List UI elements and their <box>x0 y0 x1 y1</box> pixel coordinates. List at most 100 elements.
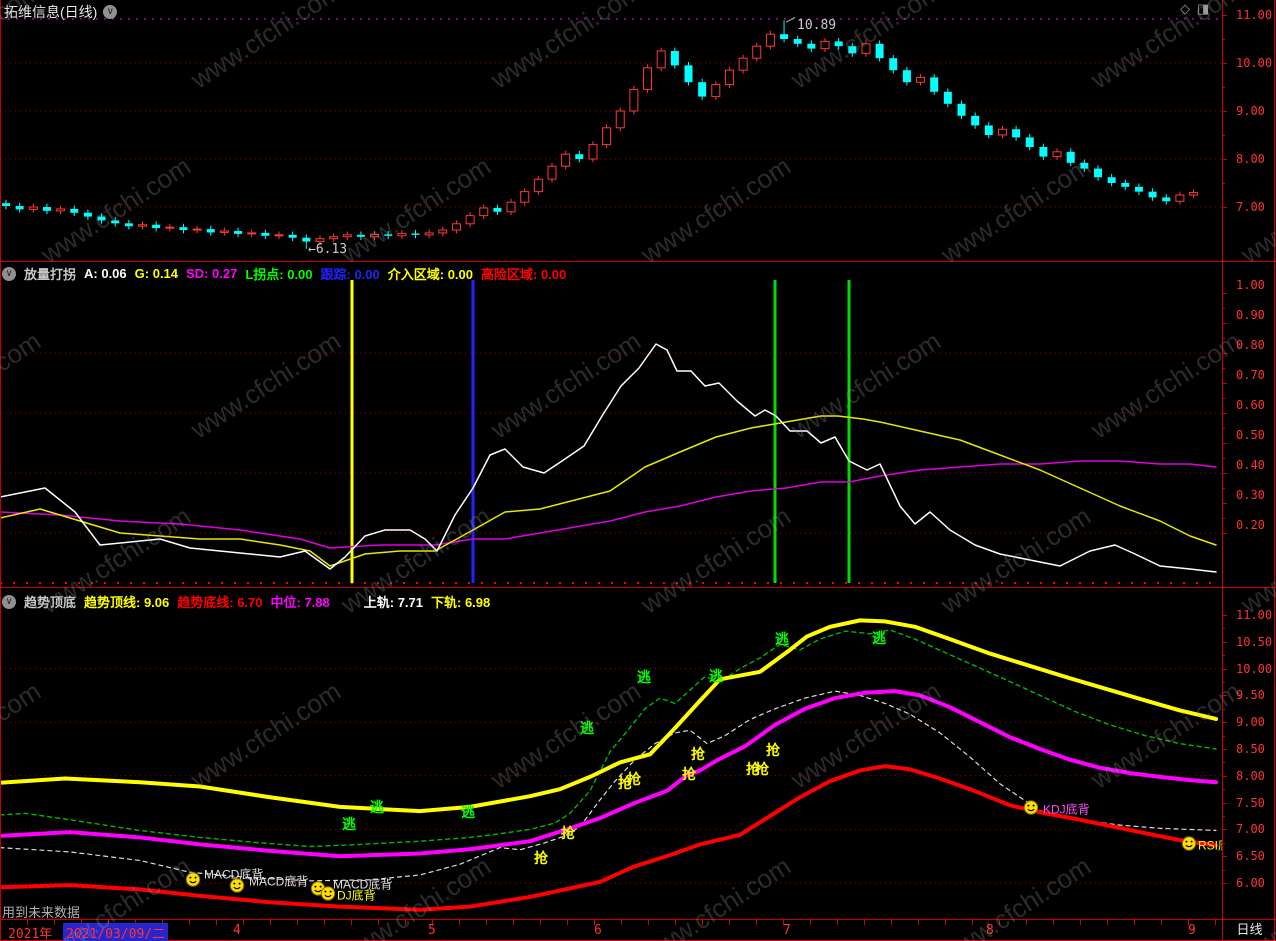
indicator2-segment-0: 趋势顶底 <box>24 595 77 610</box>
indicator2-axis-tick-label: 10.50 <box>1236 634 1273 649</box>
grab-signal-label: 抢 <box>618 775 632 791</box>
price-axis-tick-label: 10.00 <box>1236 56 1273 70</box>
price-panel[interactable]: 10.89 ←6.13 <box>0 0 1222 261</box>
smiley-face-icon <box>1181 836 1197 856</box>
divergence-label: MACD底背 <box>204 867 264 882</box>
indicator2-axis-tick-label: 7.50 <box>1236 795 1265 810</box>
grab-signal-label: 抢 <box>561 825 575 841</box>
grab-signal-label: 抢 <box>534 850 548 866</box>
month-label-7: 7 <box>783 923 791 938</box>
indicator2-canvas <box>0 618 1222 912</box>
panel-divider <box>0 919 1276 920</box>
escape-signal-label: 逃 <box>637 669 651 685</box>
indicator1-segment-0: 放量打拐 <box>24 267 77 282</box>
panel-divider <box>0 261 1276 262</box>
escape-signal-label: 逃 <box>342 816 356 832</box>
future-data-note: 用到未来数据 <box>2 905 81 920</box>
divergence-label: DJ底背 <box>337 888 376 903</box>
indicator1-segment-4: L拐点: 0.00 <box>245 267 313 282</box>
indicator1-axis-tick-label: 1.00 <box>1236 278 1265 292</box>
escape-signal-label: 逃 <box>370 799 384 815</box>
indicator1-canvas <box>0 280 1222 584</box>
divergence-label: MACD底背 <box>249 874 309 889</box>
escape-signal-label: 逃 <box>461 804 475 820</box>
indicator2-segment-3: 中位: 7.88 <box>270 595 330 610</box>
date-tick-marks <box>0 920 1222 925</box>
grab-signal-label: 抢 <box>627 771 641 787</box>
price-axis-tick-label: 9.00 <box>1236 104 1265 118</box>
price-axis-tick-label: 8.00 <box>1236 152 1265 166</box>
window-right-border <box>1274 0 1275 941</box>
indicator1-axis-tick-label: 0.30 <box>1236 488 1265 502</box>
indicator2-axis-tick-label: 9.50 <box>1236 688 1265 703</box>
indicator2-axis-tick-label: 8.50 <box>1236 742 1265 756</box>
price-axis-tick-label: 7.00 <box>1236 200 1265 214</box>
indicator2-segment-4: 上轨: 7.71 <box>363 595 424 610</box>
indicator1-axis-tick-label: 0.70 <box>1236 368 1265 382</box>
grab-signal-label: 抢 <box>682 766 696 782</box>
month-label-6: 6 <box>594 923 602 938</box>
escape-signal-label: 逃 <box>580 720 594 736</box>
indicator2-segment-2: 趋势底线: 6.70 <box>177 595 263 610</box>
indicator1-segment-2: G: 0.14 <box>134 266 179 281</box>
axis-line <box>1222 0 1223 941</box>
selected-date-cell[interactable]: 2021/03/09/二 <box>63 923 169 941</box>
indicator2-axis-tick-label: 9.00 <box>1236 715 1265 730</box>
smiley-face-icon <box>1023 800 1039 820</box>
indicator1-axis-tick-label: 0.80 <box>1236 338 1265 352</box>
divergence-label: KDJ底背 <box>1043 802 1090 817</box>
collapse-chevron-icon[interactable]: ∨ <box>2 266 16 281</box>
window-left-border <box>0 0 1 941</box>
collapse-chevron-icon[interactable]: ∨ <box>103 5 118 19</box>
indicator2-axis-tick-label: 6.00 <box>1236 876 1265 890</box>
stock-title: 拓维信息(日线) <box>4 4 98 20</box>
panel-divider <box>0 587 1276 588</box>
indicator1-axis-tick-label: 0.90 <box>1236 308 1265 322</box>
indicator2-axis-tick-label: 6.50 <box>1236 849 1265 864</box>
indicator1-segment-1: A: 0.06 <box>84 266 127 281</box>
indicator2-axis-tick-label: 10.00 <box>1236 661 1273 676</box>
indicator2-panel[interactable]: 逃逃逃逃逃逃逃逃抢抢抢抢抢抢抢抢抢 MACD底背 MACD底背 MACD底背 DJ底背 K… <box>0 588 1222 919</box>
period-selector[interactable]: 日线 <box>1222 920 1276 941</box>
escape-signal-label: 逃 <box>775 631 789 647</box>
grab-signal-label: 抢 <box>755 761 769 777</box>
price-chart-canvas <box>0 16 1222 249</box>
indicator2-axis-tick-label: 11.00 <box>1236 608 1273 622</box>
divergence-label: MACD底背 <box>333 877 393 892</box>
indicator1-axis-tick-label: 0.50 <box>1236 428 1265 442</box>
indicator2-segment-5: 下轨: 6.98 <box>431 595 491 610</box>
month-label-9: 9 <box>1188 923 1196 938</box>
indicator1-segment-7: 高险区域: 0.00 <box>481 267 567 282</box>
indicator1-panel[interactable] <box>0 262 1222 587</box>
indicator2-axis-tick-label: 7.00 <box>1236 822 1265 837</box>
smiley-face-icon <box>229 878 245 898</box>
indicator2-segment-1: 趋势顶线: 9.06 <box>84 595 170 610</box>
smiley-face-icon <box>185 872 201 892</box>
divergence-label: RSI底背 <box>1198 838 1222 853</box>
indicator1-axis-tick-label: 0.60 <box>1236 398 1265 412</box>
price-axis-tick-label: 11.00 <box>1236 8 1273 22</box>
smiley-face-icon <box>320 886 336 906</box>
diamond-icon[interactable]: ◇ <box>1180 1 1190 16</box>
year-label: 2021年 <box>8 927 53 941</box>
indicator1-axis-tick-label: 0.40 <box>1236 458 1265 472</box>
indicator1-segment-6: 介入区域: 0.00 <box>387 267 474 282</box>
grab-signal-label: 抢 <box>766 742 780 758</box>
indicator2-header: ∨ 趋势顶底 趋势顶线: 9.06 趋势底线: 6.70 中位: 7.88 上轨: 7.… <box>2 592 490 611</box>
indicator1-segment-5: 跟踪: 0.00 <box>320 267 380 282</box>
grab-signal-label: 抢 <box>691 746 705 762</box>
month-label-5: 5 <box>428 923 436 938</box>
escape-signal-label: 逃 <box>709 668 723 684</box>
indicator2-axis-tick-label: 8.00 <box>1236 768 1265 783</box>
month-label-4: 4 <box>233 923 241 938</box>
date-axis: 2021年 2021/03/09/二 4 5 6 7 8 9 日线 <box>0 920 1276 941</box>
escape-signal-label: 逃 <box>872 630 886 646</box>
indicator1-segment-3: SD: 0.27 <box>186 266 238 281</box>
indicator1-header: ∨ 放量打拐 A: 0.06 G: 0.14 SD: 0.27 L拐点: 0.00 跟踪:… <box>2 264 566 283</box>
low-price-annotation: ←6.13 <box>308 242 348 257</box>
high-price-annotation: 10.89 <box>797 18 837 33</box>
month-label-8: 8 <box>986 923 994 938</box>
collapse-chevron-icon[interactable]: ∨ <box>2 594 16 609</box>
half-square-icon[interactable]: ◨ <box>1197 1 1210 16</box>
